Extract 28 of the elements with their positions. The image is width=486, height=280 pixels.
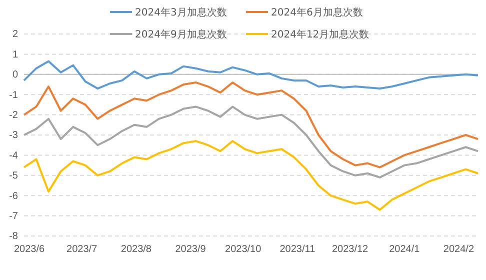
x-tick-label: 2023/10 — [225, 244, 262, 255]
y-tick-label: 1 — [12, 49, 18, 60]
y-tick-label: -7 — [9, 211, 18, 222]
y-tick-label: -8 — [9, 231, 18, 242]
x-tick-label: 2024/1 — [389, 244, 420, 255]
y-tick-label: -5 — [9, 170, 18, 182]
line-series — [23, 106, 479, 178]
x-tick-label: 2023/8 — [120, 244, 152, 255]
x-tick-label: 2023/9 — [175, 244, 206, 255]
y-tick-label: -1 — [9, 90, 18, 101]
line-series — [23, 81, 479, 168]
x-tick-label: 2023/7 — [66, 244, 98, 255]
x-tick-label: 2023/11 — [280, 244, 316, 255]
legend-label: 2024年6月加息次数 — [271, 6, 363, 18]
legend-label: 2024年9月加息次数 — [135, 28, 227, 40]
line-series — [23, 60, 479, 90]
line-series — [23, 140, 479, 211]
y-tick-label: 2 — [12, 29, 18, 40]
y-tick-label: -6 — [9, 190, 18, 202]
y-tick-label: -4 — [9, 150, 18, 162]
x-tick-label: 2024/2 — [443, 244, 474, 255]
x-tick-label: 2023/12 — [332, 244, 369, 255]
y-tick-label: -3 — [9, 130, 18, 142]
y-tick-label: -2 — [9, 110, 18, 121]
legend-label: 2024年3月加息次数 — [135, 6, 227, 18]
x-tick-label: 2023/6 — [14, 244, 45, 255]
y-tick-label: 0 — [12, 70, 18, 81]
legend-label: 2024年12月加息次数 — [271, 28, 370, 40]
